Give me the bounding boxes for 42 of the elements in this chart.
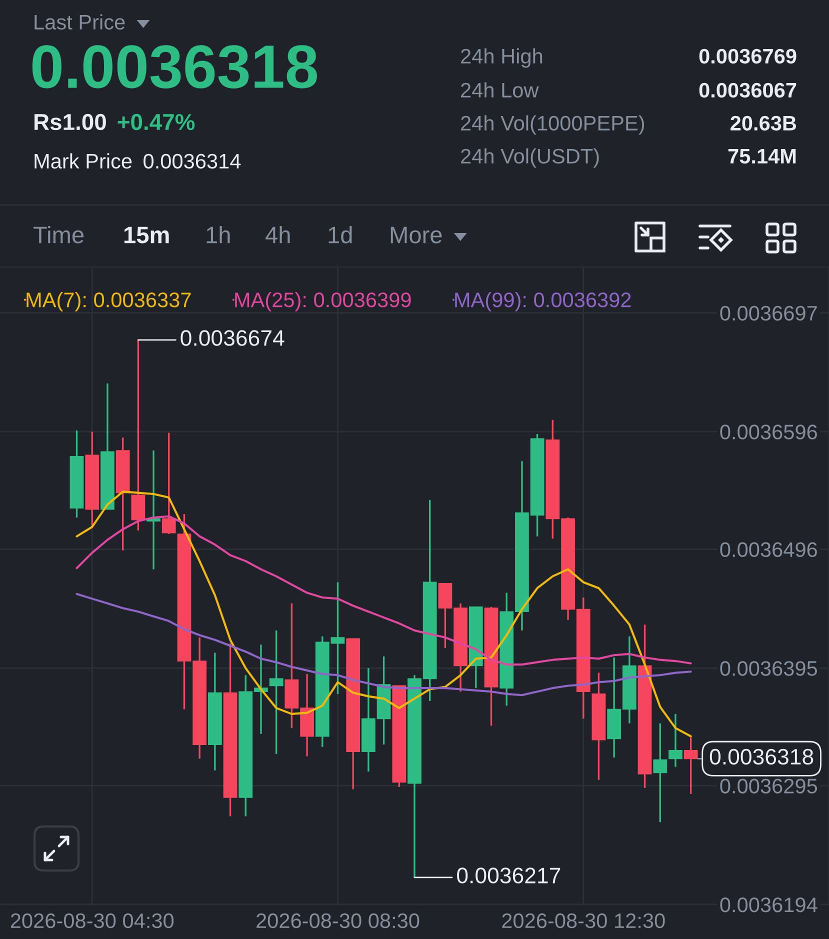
legend-label: MA(7): 0.0036337 (26, 292, 191, 312)
text: 24h Vol(1000PEPE) (461, 115, 644, 135)
legend-label: MA(25): 0.0036399 (235, 292, 411, 312)
text: 0.0036067 (699, 82, 796, 98)
y-tick-label: 0.0036697 (720, 306, 817, 321)
y-tick-label: 0.0036496 (720, 542, 817, 558)
y-tick-label: 0.0036295 (720, 778, 818, 794)
text: Time (34, 226, 84, 244)
text: 24h Vol(USDT) (461, 148, 599, 168)
text: 0.0036314 (144, 154, 241, 169)
annotation: 0.0036318 (710, 748, 814, 765)
text: 24h Low (461, 82, 539, 98)
legend-label: MA(99): 0.0036392 (455, 292, 631, 312)
annotation: 0.0036674 (180, 330, 284, 346)
text: Mark Price (34, 153, 132, 169)
text: 20.63B (730, 116, 796, 131)
text: Last Price (34, 14, 125, 30)
text: 0.0036769 (699, 48, 796, 64)
text: 24h High (461, 48, 542, 68)
text: 4h (266, 226, 290, 244)
x-tick-label: 2026-08-30 08:30 (256, 913, 420, 928)
text: 1h (206, 226, 230, 244)
candlestick (269, 630, 284, 755)
text: +0.47% (118, 114, 195, 130)
y-tick-label: 0.0036194 (720, 898, 818, 912)
y-tick-label: 0.0036596 (720, 424, 817, 440)
y-tick-label: 0.0036395 (720, 661, 818, 676)
candlestick (668, 713, 682, 768)
text: 0.0036318 (32, 45, 317, 88)
x-tick-label: 2026-08-30 12:30 (502, 913, 665, 928)
line-series (76, 515, 692, 666)
text: 15m (124, 226, 169, 244)
text: More (390, 226, 442, 244)
line-series (76, 592, 692, 696)
annotation: 0.0036217 (457, 868, 560, 884)
text: 75.14M (728, 149, 796, 164)
text: 1d (328, 226, 352, 244)
x-tick-label: 2026-08-30 04:30 (10, 913, 174, 928)
text: Rs1.00 (34, 114, 106, 130)
candlestick (162, 432, 176, 535)
line-series (76, 490, 692, 738)
candlestick (653, 722, 668, 823)
